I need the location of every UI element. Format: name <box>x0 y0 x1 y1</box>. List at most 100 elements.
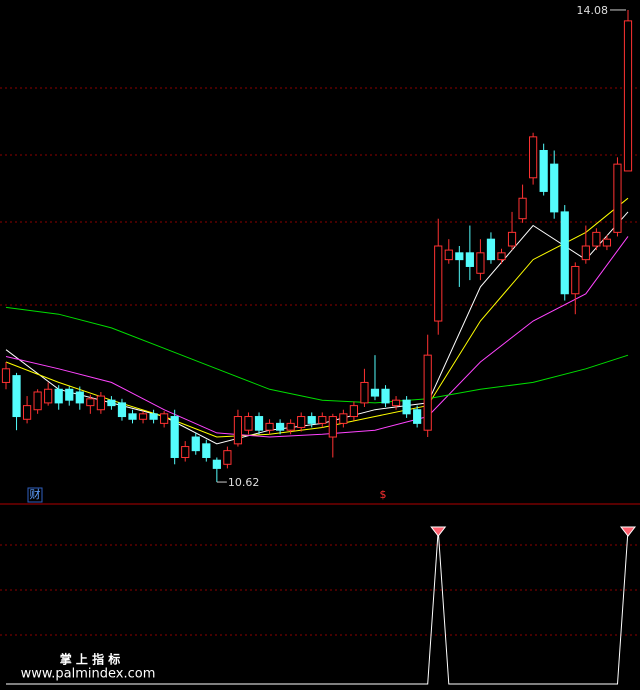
candle-body <box>518 197 527 220</box>
candle <box>297 412 306 432</box>
candle-body <box>286 422 295 431</box>
candle <box>391 396 401 410</box>
candle-body <box>96 395 105 411</box>
candle-body <box>318 416 327 424</box>
candle-body <box>160 413 169 424</box>
candle <box>581 225 590 264</box>
candle-body <box>402 399 411 415</box>
candle-body <box>539 149 548 192</box>
candle-body <box>571 265 580 295</box>
candle-body <box>44 388 53 404</box>
candle <box>181 441 190 462</box>
candle-body <box>592 231 601 247</box>
candle-body <box>581 245 590 261</box>
candle <box>339 409 348 428</box>
candle-body <box>233 416 243 445</box>
moving-average <box>5 236 629 438</box>
candle-body <box>107 399 116 407</box>
signal-label: $ <box>380 488 387 501</box>
candle <box>571 262 580 315</box>
signal-diamond <box>619 526 637 537</box>
candle <box>117 398 127 421</box>
candle <box>54 385 63 410</box>
candle <box>202 439 211 462</box>
candle <box>328 413 337 458</box>
candle-body <box>75 391 84 404</box>
candle <box>413 405 422 428</box>
candle <box>434 218 443 335</box>
candle <box>539 143 548 196</box>
candle <box>592 228 601 251</box>
candle <box>381 385 390 407</box>
candle-body <box>54 388 63 404</box>
candle <box>191 432 200 455</box>
candle-body <box>497 252 506 261</box>
candle <box>423 334 432 438</box>
candle <box>12 372 21 431</box>
candle <box>518 184 527 223</box>
candle-body <box>434 245 443 322</box>
candle <box>254 412 264 435</box>
candle-body <box>349 405 358 418</box>
candle <box>149 409 158 424</box>
candle-body <box>117 402 127 418</box>
candle-body <box>465 252 474 267</box>
candle <box>318 412 327 428</box>
candle <box>560 205 569 301</box>
candle-body <box>170 416 179 458</box>
candle <box>86 394 95 414</box>
candle-body <box>33 391 42 411</box>
candle <box>402 396 411 418</box>
candle <box>623 9 633 172</box>
candle-body <box>486 238 496 261</box>
candle <box>223 446 232 469</box>
candle <box>550 150 559 219</box>
candle-body <box>65 388 74 401</box>
label-box <box>27 487 43 503</box>
candle-body <box>381 388 390 404</box>
candle <box>160 411 169 428</box>
candle <box>212 457 221 483</box>
high-label: 14.08 <box>577 4 609 17</box>
finance-label: 财 <box>30 487 41 501</box>
candle-body <box>276 422 285 431</box>
candle <box>170 409 179 465</box>
candle-body <box>307 416 316 424</box>
candle-body <box>328 416 337 438</box>
candle-body <box>265 422 274 431</box>
candle <box>613 157 622 237</box>
candle <box>138 411 148 424</box>
candle-body <box>12 375 21 418</box>
candle <box>22 396 32 424</box>
grid <box>0 87 640 636</box>
candle <box>602 235 612 251</box>
candle-body <box>507 231 517 247</box>
candle-body <box>613 163 622 233</box>
candle-body <box>86 398 95 407</box>
candle <box>444 239 453 264</box>
low-label: 10.62 <box>228 476 260 489</box>
candle <box>65 386 74 406</box>
moving-average <box>5 306 629 404</box>
candle <box>233 409 243 447</box>
candle <box>307 412 316 428</box>
candle <box>265 419 274 435</box>
candle-body <box>181 446 190 458</box>
candle-body <box>455 252 464 261</box>
candle-body <box>191 436 200 452</box>
candle-body <box>423 354 432 431</box>
candle <box>455 245 464 287</box>
candle <box>507 211 517 251</box>
candle-body <box>370 388 380 397</box>
candle <box>128 409 137 424</box>
watermark-url: www.palmindex.com <box>21 667 156 682</box>
candle-body <box>339 413 348 424</box>
candle-body <box>560 211 569 295</box>
candle-body <box>476 252 485 274</box>
candle-body <box>223 450 232 465</box>
candle <box>349 401 358 421</box>
candle <box>476 239 485 281</box>
candle <box>107 396 116 410</box>
candle-body <box>444 249 453 261</box>
